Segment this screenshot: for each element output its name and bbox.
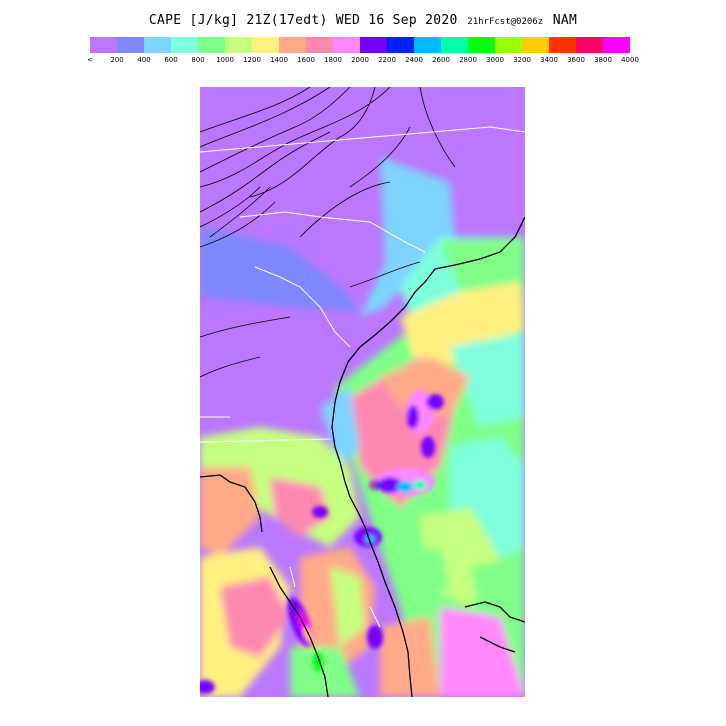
legend-swatch-6 <box>252 37 279 53</box>
legend-tick-label: 1400 <box>270 56 288 64</box>
legend-swatch-12 <box>414 37 441 53</box>
legend-tick-label: 400 <box>137 56 151 64</box>
coastline <box>200 216 525 697</box>
legend-tick-label: 2600 <box>432 56 450 64</box>
legend-swatch-13 <box>441 37 468 53</box>
legend-swatch-17 <box>549 37 576 53</box>
legend-tick-label: 1800 <box>324 56 342 64</box>
legend-tick-label: 3400 <box>540 56 558 64</box>
legend-swatch-16 <box>522 37 549 53</box>
legend-swatch-5 <box>225 37 252 53</box>
legend-tick-label: < <box>87 56 93 64</box>
legend-tick-label: 2400 <box>405 56 423 64</box>
legend-tick-label: 2200 <box>378 56 396 64</box>
legend-swatch-15 <box>495 37 522 53</box>
title-forecast: 21hrFcst@0206z <box>467 17 544 27</box>
legend-swatch-9 <box>333 37 360 53</box>
legend-swatch-4 <box>198 37 225 53</box>
legend-swatch-2 <box>144 37 171 53</box>
cape-map <box>200 87 525 697</box>
contour-lines <box>200 87 456 378</box>
title-main: CAPE [J/kg] 21Z(17edt) WED 16 Sep 2020 <box>148 13 458 28</box>
title-model: NAM <box>552 13 578 28</box>
legend-tick-label: 800 <box>191 56 205 64</box>
color-legend-ticks: <200 400 600 800 1000 1200 1400 1600 1800 2000 220… <box>87 56 639 66</box>
legend-swatch-11 <box>387 37 414 53</box>
legend-tick-label: 2800 <box>459 56 477 64</box>
legend-swatch-14 <box>468 37 495 53</box>
legend-tick-label: 1200 <box>243 56 261 64</box>
legend-swatch-10 <box>360 37 387 53</box>
legend-tick-label: 3200 <box>513 56 531 64</box>
chart-title: CAPE [J/kg] 21Z(17edt) WED 16 Sep 2020 2… <box>0 9 726 28</box>
legend-tick-label: 1000 <box>216 56 234 64</box>
legend-swatch-8 <box>306 37 333 53</box>
legend-swatch-19 <box>603 37 630 53</box>
legend-swatch-3 <box>171 37 198 53</box>
legend-tick-label: 4000 <box>621 56 639 64</box>
legend-swatch-18 <box>576 37 603 53</box>
legend-tick-label: 3800 <box>594 56 612 64</box>
legend-tick-label: 1600 <box>297 56 315 64</box>
legend-tick-label: 3000 <box>486 56 504 64</box>
legend-swatch-7 <box>279 37 306 53</box>
legend-tick-label: 200 <box>110 56 124 64</box>
legend-swatch-1 <box>117 37 144 53</box>
color-legend <box>90 37 630 53</box>
legend-tick-label: 2000 <box>351 56 369 64</box>
legend-tick-label: 600 <box>164 56 178 64</box>
state-boundaries <box>200 126 525 628</box>
legend-tick-label: 3600 <box>567 56 585 64</box>
legend-swatch-0 <box>90 37 117 53</box>
